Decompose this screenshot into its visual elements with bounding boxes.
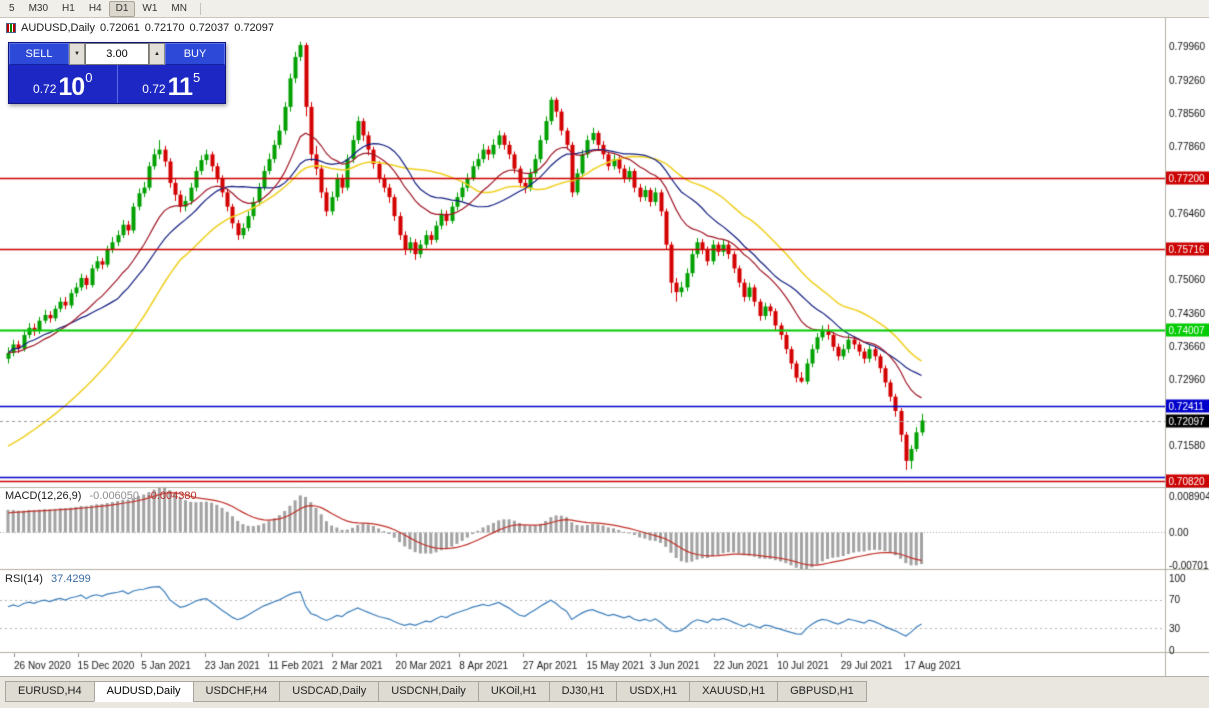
tab-usdchf-h4[interactable]: USDCHF,H4 [192, 681, 281, 702]
one-click-price-row: 0.72 10 0 0.72 11 5 [9, 65, 225, 103]
bid-big-digits: 10 [58, 73, 85, 101]
price-chart-canvas[interactable] [0, 18, 1209, 676]
toolbar-separator [199, 2, 201, 15]
chart-icon [6, 23, 16, 33]
tab-ukoil-h1[interactable]: UKOil,H1 [477, 681, 550, 702]
timeframe-toolbar: 5 M30 H1 H4 D1 W1 MN [0, 0, 1209, 18]
tab-usdcad-daily[interactable]: USDCAD,Daily [279, 681, 380, 702]
chart-ohlc-header: AUDUSD,Daily 0.72061 0.72170 0.72037 0.7… [6, 22, 279, 34]
volume-decrease-button[interactable]: ▼ [69, 43, 85, 65]
tab-dj30-h1[interactable]: DJ30,H1 [548, 681, 618, 702]
volume-increase-button[interactable]: ▲ [149, 43, 165, 65]
rsi-name: RSI(14) [5, 573, 43, 585]
timeframe-button-mn[interactable]: MN [164, 1, 194, 17]
tab-gbpusd-h1[interactable]: GBPUSD,H1 [777, 681, 867, 702]
price-divider [116, 65, 118, 103]
macd-name: MACD(12,26,9) [5, 490, 82, 502]
timeframe-button-h4[interactable]: H4 [82, 1, 109, 17]
ask-prefix: 0.72 [142, 82, 166, 96]
rsi-value: 37.4299 [50, 573, 91, 585]
chevron-up-icon: ▲ [154, 51, 160, 57]
ohlc-high: 0.72170 [144, 22, 185, 34]
bid-prefix: 0.72 [33, 82, 57, 96]
ask-price-display: 0.72 11 5 [118, 65, 226, 103]
macd-header: MACD(12,26,9) -0.006050 -0.004380 [5, 490, 202, 502]
buy-button[interactable]: BUY [165, 43, 225, 65]
rsi-header: RSI(14) 37.4299 [5, 573, 96, 585]
ohlc-open: 0.72061 [99, 22, 140, 34]
one-click-trading-panel: SELL ▼ ▲ BUY 0.72 10 0 0.72 11 5 [8, 42, 226, 104]
sell-button[interactable]: SELL [9, 43, 69, 65]
volume-input[interactable] [85, 43, 149, 65]
chart-symbol-period: AUDUSD,Daily [21, 22, 95, 34]
tab-eurusd-h4[interactable]: EURUSD,H4 [5, 681, 95, 702]
timeframe-button-d1[interactable]: D1 [108, 0, 136, 17]
ask-pip-digit: 5 [193, 70, 201, 85]
tab-usdx-h1[interactable]: USDX,H1 [616, 681, 691, 702]
ohlc-low: 0.72037 [189, 22, 230, 34]
ohlc-close: 0.72097 [234, 22, 275, 34]
bid-price-display: 0.72 10 0 [9, 65, 117, 103]
tab-usdcnh-daily[interactable]: USDCNH,Daily [378, 681, 479, 702]
tab-xauusd-h1[interactable]: XAUUSD,H1 [689, 681, 779, 702]
tab-audusd-daily[interactable]: AUDUSD,Daily [93, 681, 194, 702]
macd-main-value: -0.006050 [89, 490, 140, 502]
macd-signal-value: -0.004380 [147, 490, 197, 502]
timeframe-button-h1[interactable]: H1 [55, 1, 82, 17]
chevron-down-icon: ▼ [74, 51, 80, 57]
bid-pip-digit: 0 [85, 70, 93, 85]
ask-big-digits: 11 [167, 73, 193, 101]
chart-tab-bar: EURUSD,H4 AUDUSD,Daily USDCHF,H4 USDCAD,Dai… [0, 676, 1209, 708]
timeframe-button-5[interactable]: 5 [2, 1, 22, 17]
timeframe-button-m30[interactable]: M30 [22, 1, 55, 17]
timeframe-button-w1[interactable]: W1 [135, 1, 164, 17]
one-click-controls-row: SELL ▼ ▲ BUY [9, 43, 225, 65]
